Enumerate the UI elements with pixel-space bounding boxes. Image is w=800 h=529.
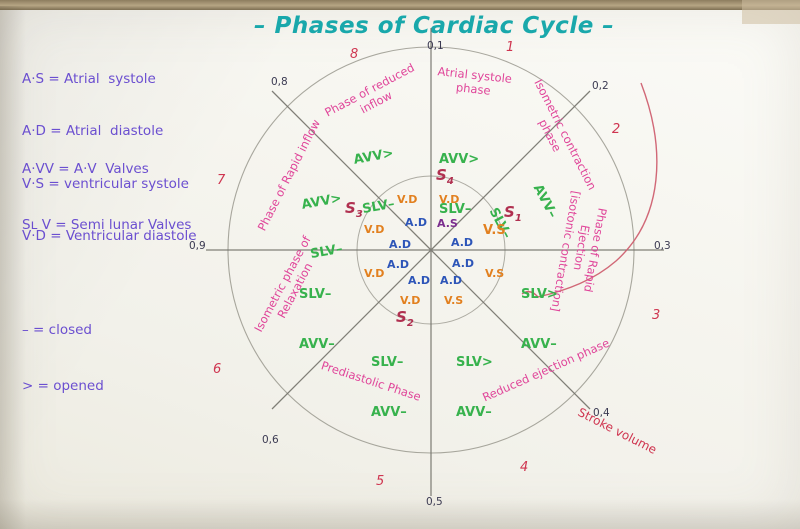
tick-0-5: 0,5 — [426, 496, 443, 508]
tick-0-2: 0,2 — [592, 80, 609, 92]
sector-number-1: 1 — [506, 40, 515, 55]
stroke-volume-bracket — [537, 82, 658, 298]
sector-number-8: 8 — [350, 47, 359, 62]
legend-valves-key: A·VV = A·V Valves Sʟ V = Semi lunar Valv… — [22, 128, 191, 418]
tick-0-9: 0,9 — [189, 240, 206, 252]
sector-6-valve-slv: SLV– — [299, 286, 332, 302]
wheel-lines — [206, 28, 664, 496]
sector-8-atrium-state: A.D — [405, 216, 428, 229]
legend-abbreviations: A·S = Atrial systole A·D = Atrial diasto… — [22, 38, 197, 264]
sector-7-atrium-state: A.D — [389, 238, 412, 251]
sector-6-atrium-state: A.D — [387, 258, 410, 271]
legend-line-vs: V·S = ventricular systole — [22, 175, 189, 192]
sector-1-valves: AVV> SLV– — [439, 118, 479, 253]
sector-number-2: 2 — [612, 122, 621, 137]
heart-sound-s2: S2 — [396, 308, 414, 329]
tick-0-4: 0,4 — [593, 407, 610, 419]
sector-2-atrium-state: A.D — [451, 236, 474, 249]
stroke-volume-bracket-tip — [521, 290, 539, 298]
sector-8-ventricle-state: V.D — [397, 193, 418, 206]
sector-4-valve-slv: SLV> — [456, 354, 493, 370]
legend-line-ad: A·D = Atrial diastole — [22, 123, 164, 140]
sector-1-ventricle-state: V.D — [439, 193, 460, 206]
sector-6-valves: SLV– AVV– — [299, 253, 335, 388]
heart-sound-s2-index: 2 — [406, 318, 414, 329]
tick-0-1: 0,1 — [427, 40, 444, 52]
sector-4-ventricle-state: V.S — [444, 294, 464, 307]
sector-2-ventricle-state: V.S — [483, 223, 506, 238]
sector-1-valve-avv: AVV> — [439, 151, 480, 167]
paper-sheet — [0, 6, 800, 529]
heart-sound-s4-index: 4 — [446, 176, 454, 187]
heart-sound-s2-letter: S — [396, 308, 407, 326]
sector-number-5: 5 — [376, 474, 385, 489]
sector-number-6: 6 — [213, 362, 222, 377]
sector-6-ventricle-state: V.D — [364, 267, 385, 280]
sector-5-valve-avv: AVV– — [371, 405, 407, 421]
legend-line-opened: > = opened — [22, 378, 104, 395]
sector-2-valve-avv: AVV– — [530, 181, 561, 221]
sector-1-atrium-state: A.S — [437, 217, 458, 230]
heart-sound-s3-letter: S — [345, 199, 356, 217]
page-title: – Phases of Cardiac Cycle – — [254, 13, 615, 39]
sector-7-ventricle-state: V.D — [364, 223, 385, 236]
sector-number-4: 4 — [520, 460, 529, 475]
sector-1-valve-slv: SLV– — [439, 202, 472, 218]
sector-8-valve-avv: AVV> — [352, 145, 395, 168]
sector-5-ventricle-state: V.D — [400, 294, 421, 307]
legend-line-avv: A·VV = A·V Valves — [22, 160, 149, 177]
heart-sound-s1: S1 — [504, 203, 522, 224]
sector-4-valve-avv: AVV– — [456, 405, 492, 421]
heart-sound-s4: S4 — [436, 166, 454, 187]
heart-sound-s3: S3 — [345, 199, 363, 220]
legend-line-as: A·S = Atrial systole — [22, 70, 156, 87]
heart-sound-s3-index: 3 — [355, 209, 363, 220]
sector-3-valve-avv: AVV– — [521, 337, 557, 353]
sector-3-atrium-state: A.D — [452, 257, 475, 270]
legend-line-vd: V·D = Ventricular diastole — [22, 228, 197, 245]
sector-3-ventricle-state: V.S — [485, 267, 505, 280]
tick-0-3: 0,3 — [654, 240, 671, 252]
legend-line-slv: Sʟ V = Semi lunar Valves — [22, 217, 192, 234]
heart-sound-s1-letter: S — [504, 203, 515, 221]
sector-number-7: 7 — [217, 173, 226, 188]
desk-edge — [0, 0, 800, 10]
tick-0-6: 0,6 — [262, 434, 279, 446]
sector-4-atrium-state: A.D — [440, 274, 463, 287]
tick-0-8: 0,8 — [271, 76, 288, 88]
sector-7-valve-slv: SLV– — [309, 242, 344, 263]
heart-sound-s1-index: 1 — [514, 213, 522, 224]
sector-3-valve-slv: SLV> — [521, 286, 558, 302]
corner-tape — [742, 0, 800, 24]
sector-5-valves: SLV– AVV– — [371, 321, 407, 456]
sector-3-valves: SLV> AVV– — [521, 253, 558, 388]
sector-4-valves: SLV> AVV– — [456, 321, 493, 456]
heart-sound-s4-letter: S — [436, 166, 447, 184]
legend-line-closed: – = closed — [22, 321, 92, 338]
sector-6-valve-avv: AVV– — [299, 337, 335, 353]
sector-5-atrium-state: A.D — [408, 274, 431, 287]
sector-5-valve-slv: SLV– — [371, 354, 404, 370]
sector-7-valve-avv: AVV> — [300, 190, 343, 213]
spokes — [206, 28, 664, 496]
sector-number-3: 3 — [652, 308, 661, 323]
cardiac-cycle-wheel: Atrial systole phase Isometric contracti… — [186, 18, 676, 508]
